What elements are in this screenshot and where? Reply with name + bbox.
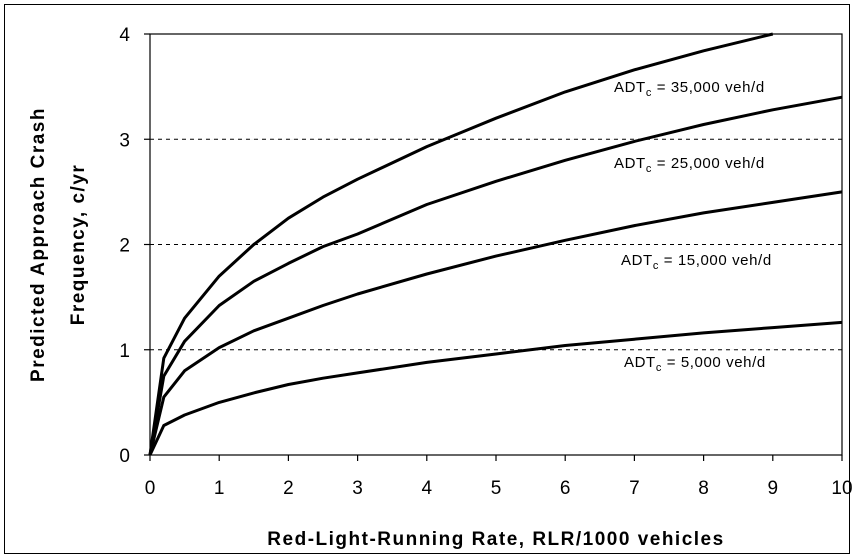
x-axis-label: Red-Light-Running Rate, RLR/1000 vehicle… (267, 529, 724, 550)
y-tick-label: 4 (119, 25, 130, 46)
series-label: ADTc = 35,000 veh/d (614, 79, 765, 99)
x-tick-label: 1 (214, 478, 225, 499)
x-tick-label: 8 (698, 478, 709, 499)
x-tick-label: 10 (831, 478, 852, 499)
y-axis-label: Predicted Approach Crash Frequency, c/yr (28, 107, 89, 382)
x-tick-label: 6 (560, 478, 571, 499)
y-axis-ticks: 0 1 2 3 4 (119, 25, 150, 467)
chart-frame (4, 4, 850, 554)
series-label: ADTc = 15,000 veh/d (621, 252, 772, 272)
x-tick-label: 4 (422, 478, 433, 499)
x-tick-label: 2 (283, 478, 294, 499)
series-label: ADTc = 5,000 veh/d (624, 354, 766, 374)
series-line (148, 95, 843, 456)
y-tick-label: 1 (119, 341, 130, 362)
x-tick-label: 7 (629, 478, 640, 499)
x-tick-label: 0 (145, 478, 156, 499)
x-tick-label: 5 (491, 478, 502, 499)
series-line (148, 190, 843, 456)
series-labels: ADTc = 35,000 veh/d ADTc = 25,000 veh/d AD… (614, 79, 772, 374)
x-tick-label: 9 (768, 478, 779, 499)
y-axis-label-line-1: Predicted Approach Crash (28, 107, 49, 382)
grid-lines (150, 138, 842, 351)
x-tick-label: 3 (352, 478, 363, 499)
series-line (148, 32, 774, 456)
y-tick-label: 0 (119, 446, 130, 467)
series-line (148, 320, 843, 456)
y-tick-label: 3 (119, 130, 130, 151)
x-axis-ticks: 0 1 2 3 4 5 6 7 8 9 10 (145, 455, 853, 499)
y-axis-label-line-2: Frequency, c/yr (68, 164, 89, 326)
y-tick-label: 2 (119, 236, 130, 257)
series-label: ADTc = 25,000 veh/d (614, 155, 765, 175)
series-lines (148, 32, 843, 456)
